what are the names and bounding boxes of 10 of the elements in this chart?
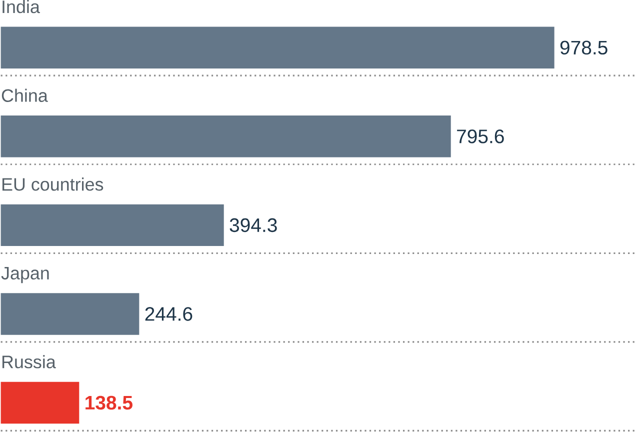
data-label: 138.5 [86,396,132,410]
data-label: 394.3 [230,218,277,232]
y-tick-label: India [2,0,40,14]
data-label: 244.6 [145,307,192,322]
data-label: 795.6 [457,130,504,144]
y-tick-label: China [2,89,48,102]
y-tick-label: Japan [1,267,49,284]
y-tick-label: Russia [2,355,56,369]
data-label: 978.5 [560,41,608,55]
y-tick-label: EU countries [2,178,104,191]
